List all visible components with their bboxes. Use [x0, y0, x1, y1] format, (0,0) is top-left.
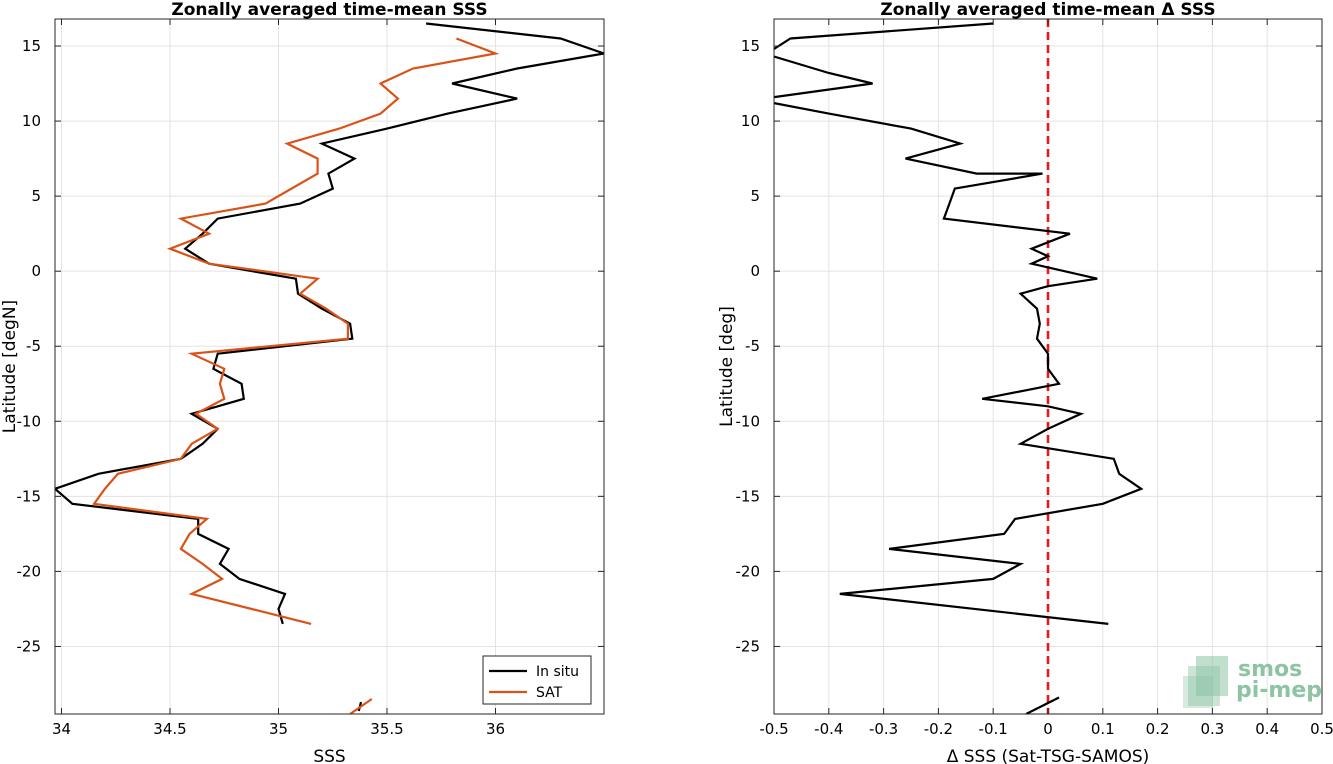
y-tick-label: 5: [31, 187, 41, 205]
logo-mark: [1183, 656, 1228, 708]
y-tick-label: -25: [17, 637, 42, 655]
x-tick-label: -0.5: [759, 720, 788, 738]
x-tick-label: 0.3: [1200, 720, 1224, 738]
y-tick-label: 0: [750, 262, 760, 280]
logo-text-line2: pi-mep: [1236, 678, 1322, 703]
plot-frame: [54, 18, 605, 715]
legend-label: In situ: [536, 664, 579, 680]
chart-title: Zonally averaged time-mean SSS: [171, 0, 487, 20]
x-tick-label: 0.2: [1146, 720, 1170, 738]
y-tick-label: -15: [17, 487, 42, 505]
x-tick-label: -0.1: [979, 720, 1008, 738]
y-tick-label: -5: [26, 337, 41, 355]
x-tick-label: 0.5: [1310, 720, 1333, 738]
x-tick-label: 34: [52, 720, 71, 738]
series-group: [55, 22, 604, 714]
series-line-sat: [92, 37, 500, 625]
y-tick-label: 0: [31, 262, 41, 280]
x-tick-label: 0.1: [1091, 720, 1115, 738]
y-tick-label: 5: [750, 187, 760, 205]
series-line-delta-sss: [774, 55, 873, 99]
chart-title: Zonally averaged time-mean Δ SSS: [880, 0, 1215, 20]
x-axis-label: Δ SSS (Sat-TSG-SAMOS): [947, 747, 1150, 764]
series-line-delta-sss: [1025, 696, 1060, 714]
y-tick-label: 10: [22, 112, 41, 130]
left-chart-sss: 34 34.5 35 35.5 36 15 10 5 0 -5 -10 -15 -20 -25 Zonall…: [0, 0, 605, 764]
logo-text-line1: smos: [1238, 657, 1302, 682]
y-tick-label: -25: [736, 637, 761, 655]
x-tick-label: -0.4: [814, 720, 843, 738]
y-tick-label: -15: [736, 487, 761, 505]
x-tick-label: 36: [486, 720, 505, 738]
y-tick-label: -10: [17, 412, 42, 430]
y-axis-label: Latitude [degN]: [0, 300, 20, 433]
y-tick-label: 15: [741, 37, 760, 55]
y-tick-label: 10: [741, 112, 760, 130]
series-line-delta-sss: [774, 102, 1144, 625]
x-tick-label: -0.3: [869, 720, 898, 738]
series-group: [774, 22, 1144, 714]
series-line-sat: [349, 698, 373, 714]
x-tick-label: 0.4: [1255, 720, 1279, 738]
legend-box: [482, 655, 592, 705]
y-tick-label: 15: [22, 37, 41, 55]
series-line-delta-sss: [774, 22, 994, 50]
series-line-in-situ: [55, 22, 604, 625]
x-tick-label: 35.5: [370, 720, 403, 738]
x-tick-label: 35: [269, 720, 288, 738]
y-tick-label: -10: [736, 412, 761, 430]
y-tick-label: -5: [745, 337, 760, 355]
y-tick-label: -20: [17, 562, 42, 580]
x-tick-label: 0: [1043, 720, 1053, 738]
y-tick-label: -20: [736, 562, 761, 580]
legend: In situ SAT: [482, 655, 592, 705]
x-tick-label: -0.2: [924, 720, 953, 738]
legend-label: SAT: [536, 685, 563, 701]
x-axis-label: SSS: [313, 747, 345, 764]
y-axis-label: Latitude [deg]: [717, 306, 737, 427]
grid: [55, 19, 604, 714]
x-tick-label: 34.5: [153, 720, 186, 738]
smos-pi-mep-logo: smos pi-mep: [1183, 656, 1322, 708]
right-chart-delta-sss: -0.5 -0.4 -0.3 -0.2 -0.1 0 0.1 0.2 0.3 0.4 0.5 15 10…: [717, 0, 1333, 764]
